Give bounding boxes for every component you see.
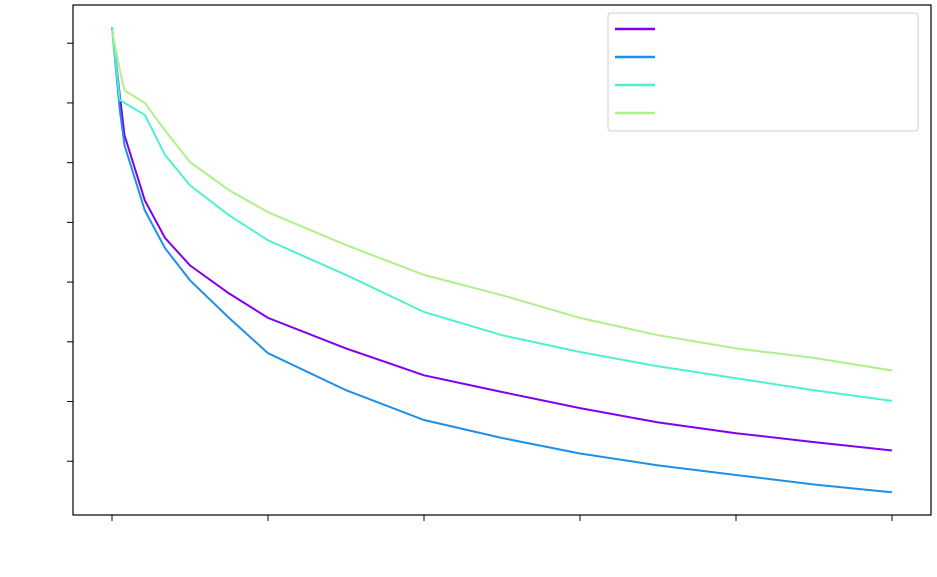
line-series [111,26,893,402]
line-series [111,27,893,494]
line-series [111,29,893,372]
plot-frame [72,4,932,516]
legend-box [607,12,919,132]
line-series [111,26,893,452]
